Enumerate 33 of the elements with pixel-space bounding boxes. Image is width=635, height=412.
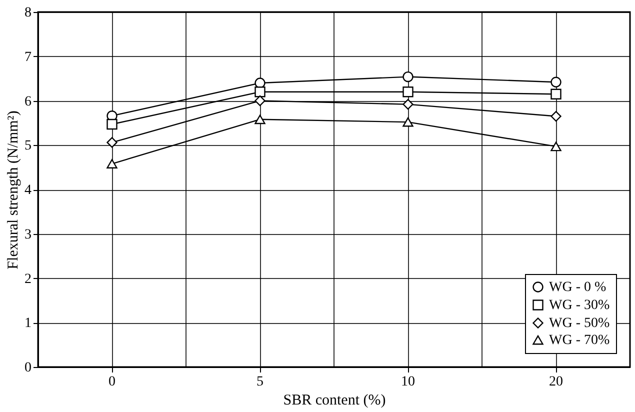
y-tick-label: 0 xyxy=(24,360,32,376)
point xyxy=(106,159,118,168)
y-tick-label: 2 xyxy=(24,272,32,287)
point xyxy=(402,117,414,127)
point xyxy=(550,110,562,122)
point xyxy=(106,118,118,130)
point xyxy=(550,76,562,88)
point xyxy=(254,86,266,98)
legend-label: WG - 30% xyxy=(549,298,610,313)
legend-label: WG - 70% xyxy=(549,333,610,348)
point xyxy=(402,98,414,110)
legend-label: WG - 0 % xyxy=(549,280,606,295)
y-axis-title: Flexural strength (N/mm²) xyxy=(6,110,22,270)
point xyxy=(402,71,414,82)
point xyxy=(254,114,266,124)
point xyxy=(550,88,562,100)
point xyxy=(402,86,414,98)
legend-label: WG - 50% xyxy=(549,316,610,331)
x-tick-label: 0 xyxy=(108,374,116,390)
y-tick-label: 6 xyxy=(24,94,32,110)
y-tick-label: 5 xyxy=(24,138,32,154)
point xyxy=(254,95,266,106)
x-tick-label: 5 xyxy=(256,374,264,390)
x-tick-label: 10 xyxy=(401,374,415,390)
y-tick-label: 8 xyxy=(24,6,32,20)
point xyxy=(106,137,118,148)
y-tick-label: 4 xyxy=(24,183,32,198)
y-tick-label: 3 xyxy=(24,227,32,242)
x-tick-label: 20 xyxy=(549,374,563,390)
y-tick-label: 1 xyxy=(24,316,32,332)
point xyxy=(550,142,562,152)
y-tick-label: 7 xyxy=(24,50,32,65)
x-axis-title: SBR content (%) xyxy=(283,392,386,408)
